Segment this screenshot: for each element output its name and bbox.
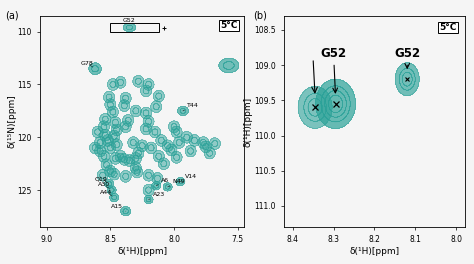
Text: V14: V14 — [181, 174, 197, 182]
Y-axis label: δ(¹⁵N)[ppm]: δ(¹⁵N)[ppm] — [7, 95, 16, 148]
Text: A6: A6 — [156, 178, 169, 186]
Text: G78: G78 — [81, 61, 94, 67]
Y-axis label: δ(¹H)[ppm]: δ(¹H)[ppm] — [244, 96, 253, 147]
Text: 5°C: 5°C — [439, 23, 456, 32]
X-axis label: δ(¹H)[ppm]: δ(¹H)[ppm] — [349, 247, 400, 256]
Text: G52: G52 — [320, 47, 346, 93]
Text: T44: T44 — [183, 103, 199, 111]
Text: G52: G52 — [394, 47, 420, 68]
Text: A44: A44 — [100, 190, 113, 196]
Text: (b): (b) — [254, 11, 267, 21]
Text: A15: A15 — [111, 204, 126, 211]
Text: G52: G52 — [123, 18, 136, 23]
Text: A30: A30 — [98, 182, 110, 188]
X-axis label: δ(¹H)[ppm]: δ(¹H)[ppm] — [117, 247, 167, 256]
Text: Q19: Q19 — [95, 176, 108, 182]
Text: A23: A23 — [148, 192, 165, 200]
Text: (a): (a) — [5, 11, 18, 21]
Text: 5°C: 5°C — [220, 21, 238, 30]
Text: N49: N49 — [168, 179, 185, 187]
Bar — [110, 23, 159, 32]
